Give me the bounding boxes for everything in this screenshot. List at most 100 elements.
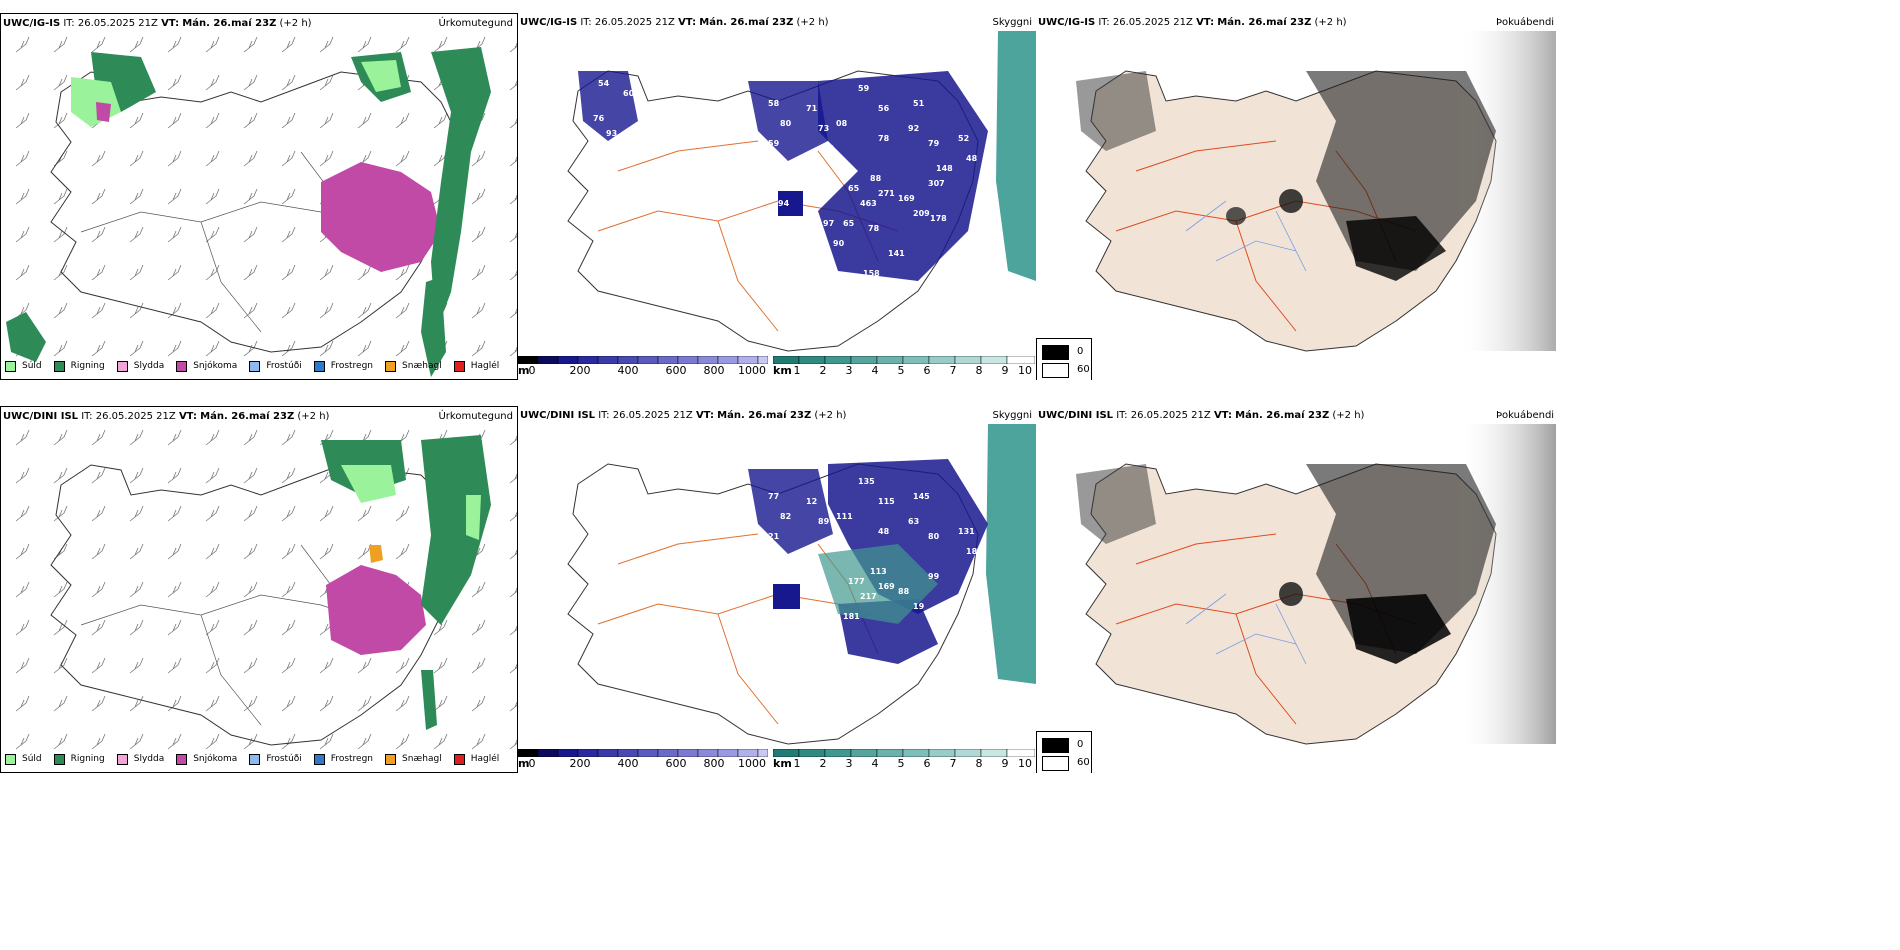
legend-item: Rigning xyxy=(53,360,105,372)
rain-swatch xyxy=(53,753,65,765)
cloud-tick: 1000 xyxy=(738,757,766,770)
fog-west-fjords xyxy=(1076,464,1156,544)
cloud-base-label: 271 xyxy=(878,189,895,198)
cloud-base-label: 77 xyxy=(768,492,779,501)
cloud-tick: 1000 xyxy=(738,364,766,377)
fog-core-southeast xyxy=(1346,216,1446,281)
wind-barb xyxy=(395,505,410,522)
coastline xyxy=(50,71,462,353)
fog-high-swatch xyxy=(1042,345,1069,360)
panel-header: UWC/IG-IS IT: 26.05.2025 21Z VT: Mán. 26… xyxy=(3,18,312,29)
cloud-area-nw xyxy=(578,71,638,141)
wind-barb xyxy=(53,264,68,281)
wind-barb xyxy=(433,36,448,53)
wind-barb xyxy=(15,188,30,205)
cloud-base-label: 19 xyxy=(913,602,925,611)
wind-barb xyxy=(395,733,410,750)
wind-barb xyxy=(205,340,220,357)
wind-barb xyxy=(281,695,296,712)
cloud-base-label: 59 xyxy=(823,537,835,546)
rain-area-sw xyxy=(6,312,46,362)
vis-tick: 9 xyxy=(1001,364,1009,377)
wind-barb xyxy=(53,226,68,243)
legend-item: Súld xyxy=(5,360,42,372)
wind-barb xyxy=(205,695,220,712)
wind-barb xyxy=(243,226,258,243)
wind-barb xyxy=(243,429,258,446)
wind-barb xyxy=(319,264,334,281)
drizzle-swatch xyxy=(5,753,16,765)
vis-tick: 5 xyxy=(897,364,905,377)
wind-barb xyxy=(167,733,182,750)
cloud-base-label: 145 xyxy=(913,492,930,501)
drizzle-swatch xyxy=(5,360,16,372)
cloud-base-label: 48 xyxy=(878,527,890,536)
wind-barb xyxy=(91,188,106,205)
panel-header: UWC/IG-IS IT: 26.05.2025 21Z VT: Mán. 26… xyxy=(520,17,829,28)
rivers xyxy=(1185,200,1307,272)
wind-barb xyxy=(53,74,68,91)
wind-barb xyxy=(243,695,258,712)
snow-area-nw xyxy=(96,102,111,122)
fog-high-label: 0 xyxy=(1077,739,1084,750)
wind-barb xyxy=(129,695,144,712)
wind-barb xyxy=(243,543,258,560)
wind-barb xyxy=(15,150,30,167)
cloud-base-label: 92 xyxy=(908,124,919,133)
wind-barb xyxy=(509,308,517,319)
wind-barb xyxy=(509,473,517,484)
visibility-unit: km xyxy=(773,364,792,377)
wind-barb xyxy=(53,188,68,205)
wind-barb xyxy=(357,505,372,522)
fog-core-southeast xyxy=(1346,594,1451,664)
vis-field-central xyxy=(818,544,938,624)
cloud-base-label: 141 xyxy=(888,249,905,258)
cloud-base-label: 169 xyxy=(898,194,915,203)
wind-barb xyxy=(281,226,296,243)
wind-barb xyxy=(319,340,334,357)
wind-barb xyxy=(319,543,334,560)
wind-barb xyxy=(319,695,334,712)
precip-type-panel-bottom: UWC/DINI ISL IT: 26.05.2025 21Z VT: Mán.… xyxy=(0,406,518,773)
wind-barb xyxy=(205,467,220,484)
wind-barb xyxy=(205,36,220,53)
wind-barb xyxy=(471,695,486,712)
cloud-base-label: 89 xyxy=(623,482,635,491)
wind-barb xyxy=(433,112,448,129)
cloud-tick: 600 xyxy=(665,364,687,377)
cloud-base-label: 148 xyxy=(936,164,953,173)
vis-tick: 10 xyxy=(1018,364,1032,377)
cloud-tick: 200 xyxy=(569,757,591,770)
cloud-area-east xyxy=(818,71,988,281)
wind-barb xyxy=(509,270,517,281)
wind-barb xyxy=(53,302,68,319)
wind-barb xyxy=(243,505,258,522)
wind-barb xyxy=(471,226,486,243)
cloud-base-label: 65 xyxy=(848,184,860,193)
legend-item: Snæhagl xyxy=(385,753,442,765)
cloud-unit: m xyxy=(518,364,530,377)
wind-barb xyxy=(243,302,258,319)
precip-map xyxy=(6,36,517,377)
wind-barb xyxy=(243,36,258,53)
wind-barb xyxy=(15,505,30,522)
fog-patch xyxy=(1279,582,1303,606)
cloud-labels: 1089165910777822112895911113511514548638… xyxy=(593,472,983,621)
wind-barb xyxy=(167,505,182,522)
cloud-base-label: 99 xyxy=(928,572,940,581)
vis-tick: 8 xyxy=(975,364,983,377)
rain-area-se xyxy=(421,277,446,377)
wind-barb xyxy=(395,36,410,53)
legend-item: Frostregn xyxy=(313,753,373,765)
fog-low-label: 60 xyxy=(1077,364,1090,375)
legend-item: Frostúði xyxy=(249,360,302,372)
wind-barb xyxy=(91,340,106,357)
wind-barb xyxy=(53,467,68,484)
wind-barb xyxy=(167,695,182,712)
vis-tick: 8 xyxy=(975,757,983,770)
cloud-tick: 800 xyxy=(703,364,725,377)
wind-barb xyxy=(15,226,30,243)
legend-item: Snjókoma xyxy=(176,360,237,372)
wind-barb xyxy=(91,302,106,319)
cloud-base-label: 177 xyxy=(848,577,865,586)
